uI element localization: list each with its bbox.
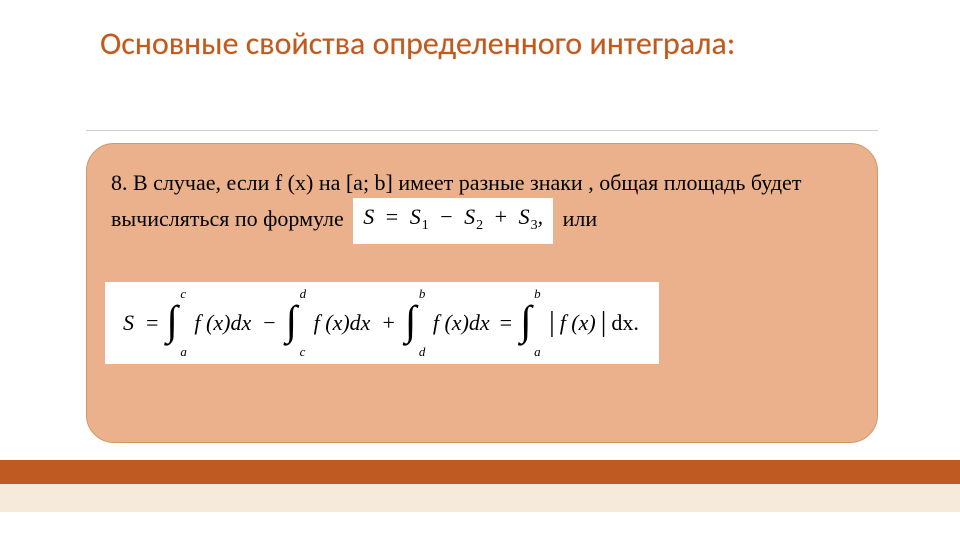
integral-2: d ∫ c bbox=[286, 296, 310, 350]
block-S: S bbox=[123, 310, 134, 336]
int2-op: + bbox=[382, 310, 394, 336]
inline-formula: S = S1 − S2 + S3, bbox=[353, 198, 553, 244]
block-eq: = bbox=[146, 310, 158, 336]
horizontal-rule bbox=[86, 130, 878, 131]
abs-bar-right-icon: | bbox=[601, 307, 607, 339]
int1-upper: c bbox=[180, 286, 186, 302]
body-text: 8. В случае, если f (x) на [a; b] имеет … bbox=[111, 168, 853, 244]
term-op-plus: + bbox=[495, 204, 507, 229]
int4-lower: a bbox=[534, 344, 541, 360]
int2-lower: c bbox=[300, 344, 306, 360]
inline-eq: = bbox=[386, 204, 398, 229]
int1-integrand: f (x)dx bbox=[194, 310, 251, 336]
abs-bar-left-icon: | bbox=[549, 307, 555, 339]
int3-op: = bbox=[500, 310, 512, 336]
body-line-2b: или bbox=[563, 206, 598, 231]
integral-4: b ∫ a bbox=[520, 296, 544, 350]
int2-integrand: f (x)dx bbox=[314, 310, 371, 336]
content-panel: 8. В случае, если f (x) на [a; b] имеет … bbox=[86, 143, 878, 443]
term-s2-var: S bbox=[464, 204, 475, 229]
integral-sign-icon: ∫ bbox=[286, 300, 298, 342]
term-s1-sub: 1 bbox=[422, 218, 429, 233]
term-s3-sub: 3 bbox=[531, 218, 538, 233]
int1-op: − bbox=[263, 310, 275, 336]
int1-lower: a bbox=[180, 344, 187, 360]
body-line-2a: вычисляться по формуле bbox=[111, 206, 344, 231]
term-s2-sub: 2 bbox=[476, 218, 483, 233]
int2-upper: d bbox=[300, 286, 307, 302]
term-s3-var: S bbox=[519, 204, 530, 229]
term-s1-var: S bbox=[410, 204, 421, 229]
footer-bar-cream bbox=[0, 484, 960, 512]
integral-sign-icon: ∫ bbox=[405, 300, 417, 342]
inline-lhs: S bbox=[363, 204, 374, 229]
int4-upper: b bbox=[534, 286, 541, 302]
int3-upper: b bbox=[419, 286, 426, 302]
block-formula: S = c ∫ a f (x)dx − d ∫ c f (x)dx + b ∫ … bbox=[105, 282, 659, 364]
inline-trailing: , bbox=[538, 204, 544, 229]
footer-bar-orange bbox=[0, 460, 960, 484]
integral-3: b ∫ d bbox=[405, 296, 429, 350]
int3-lower: d bbox=[419, 344, 426, 360]
integral-1: c ∫ a bbox=[166, 296, 190, 350]
integral-sign-icon: ∫ bbox=[166, 300, 178, 342]
body-line-1: 8. В случае, если f (x) на [a; b] имеет … bbox=[111, 170, 801, 195]
term-op-minus: − bbox=[440, 204, 452, 229]
int4-dx: dx. bbox=[611, 310, 639, 336]
footer-bar-white bbox=[0, 512, 960, 540]
slide-title: Основные свойства определенного интеграл… bbox=[100, 24, 735, 63]
integral-sign-icon: ∫ bbox=[520, 300, 532, 342]
int4-integrand: f (x) bbox=[560, 310, 596, 336]
int3-integrand: f (x)dx bbox=[433, 310, 490, 336]
